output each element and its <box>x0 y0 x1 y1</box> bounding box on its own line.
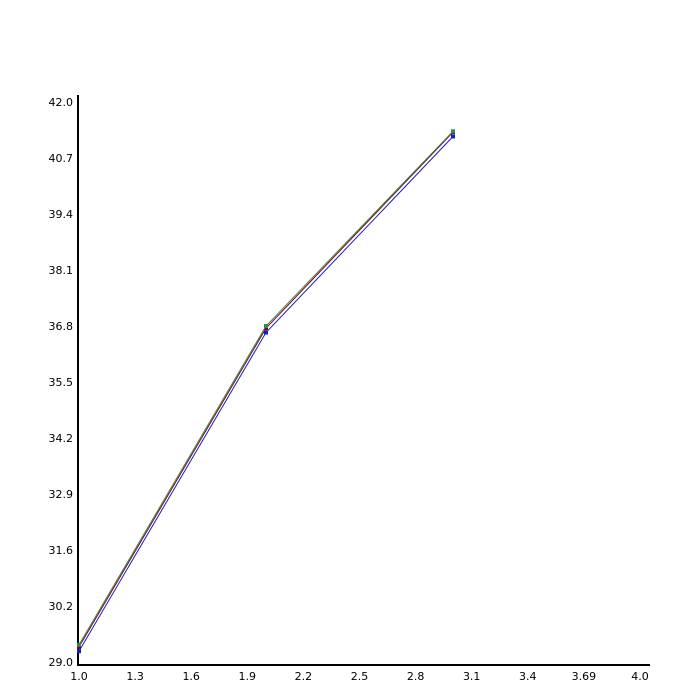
y-tick-label: 36.8 <box>49 320 74 333</box>
x-tick-label: 3.1 <box>463 670 481 683</box>
series-line-1 <box>78 131 454 648</box>
data-point <box>77 642 81 647</box>
y-tick-label: 32.9 <box>49 488 74 501</box>
y-tick-label: 38.1 <box>49 264 74 277</box>
x-tick-label: 3.69 <box>572 670 597 683</box>
series-line-3 <box>78 136 454 652</box>
y-tick-label: 42.0 <box>49 96 74 109</box>
x-tick-label: 2.2 <box>295 670 313 683</box>
y-tick-label: 35.5 <box>49 376 74 389</box>
y-tick-label: 40.7 <box>49 152 74 165</box>
x-tick-label: 4.0 <box>631 670 649 683</box>
y-tick-label: 29.0 <box>49 656 74 669</box>
tick-labels: 1.0 1.3 1.6 1.9 2.2 2.5 2.8 3.1 3.4 3.69 4.0 29.0 30… <box>49 96 649 683</box>
y-tick-label: 30.2 <box>49 600 74 613</box>
series-lines <box>77 129 455 654</box>
series-line-2 <box>78 130 454 646</box>
data-point <box>451 134 455 139</box>
x-tick-label: 1.3 <box>126 670 144 683</box>
data-point <box>77 649 81 654</box>
x-tick-label: 1.9 <box>239 670 257 683</box>
y-tick-label: 39.4 <box>49 208 74 221</box>
data-point <box>451 129 455 134</box>
axes <box>77 95 650 666</box>
data-point <box>264 324 268 328</box>
data-point <box>77 644 81 649</box>
x-tick-label: 3.4 <box>519 670 537 683</box>
y-tick-label: 34.2 <box>49 432 74 445</box>
y-tick-label: 31.6 <box>49 544 74 557</box>
data-point <box>264 326 268 331</box>
x-tick-label: 2.5 <box>351 670 369 683</box>
x-tick-label: 2.8 <box>407 670 425 683</box>
x-tick-label: 1.6 <box>182 670 200 683</box>
data-point <box>264 330 268 335</box>
x-tick-label: 1.0 <box>70 670 88 683</box>
